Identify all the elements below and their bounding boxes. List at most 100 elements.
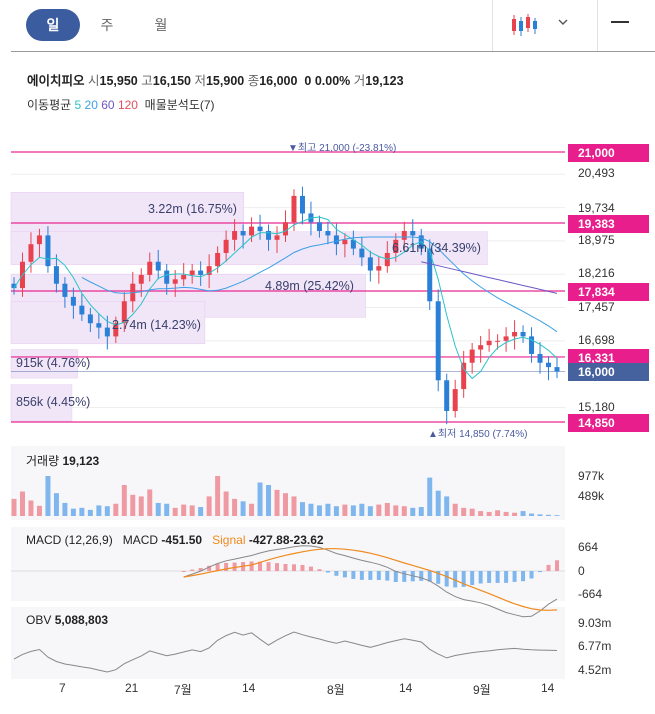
volume-value: 19,123 [365, 74, 404, 88]
candle-body [359, 248, 365, 258]
indicator-legend: 이동평균 5 20 60 120 매물분석도(7) [27, 96, 215, 113]
macd-histogram-bar [258, 561, 263, 571]
ma-60: 60 [101, 98, 115, 112]
volume-bar [19, 491, 25, 516]
macd-histogram-bar [512, 571, 517, 582]
candle-body [274, 235, 280, 240]
ma-5: 5 [74, 98, 82, 112]
volume-profile-label: 매물분석도(7) [144, 98, 215, 112]
macd-histogram-bar [478, 571, 483, 584]
volume-bar [520, 511, 526, 516]
x-tick: 8월 [327, 683, 345, 697]
x-tick: 14 [541, 681, 555, 695]
volume-profile-label: 856k (4.45%) [16, 395, 91, 409]
candle-body [172, 279, 178, 284]
x-tick: 9월 [473, 683, 491, 697]
candle-body [512, 332, 518, 337]
tab-monthly[interactable]: 월 [154, 17, 168, 33]
open-label: 시 [88, 74, 100, 88]
y-tick: 15,180 [578, 400, 615, 414]
volume-bar [206, 496, 212, 516]
volume-bar [240, 501, 246, 516]
macd-histogram-bar [495, 571, 500, 583]
macd-histogram-bar [249, 561, 254, 571]
volume-bar [376, 504, 382, 516]
volume-bar [36, 505, 42, 516]
candle-body [495, 340, 501, 342]
volume-bar [367, 506, 373, 516]
ma5-line [13, 216, 558, 380]
macd-histogram-bar [529, 571, 534, 579]
volume-bar [283, 493, 288, 516]
candle-body [266, 231, 272, 240]
low-value: 15,900 [205, 74, 245, 88]
tab-daily[interactable]: 일 [26, 9, 80, 41]
candle-body [79, 305, 85, 315]
candle-body [249, 226, 255, 236]
chevron-down-icon[interactable] [557, 16, 569, 28]
volume-bar [130, 494, 136, 516]
macd-tick: 0 [578, 564, 585, 578]
macd-histogram-bar [453, 571, 458, 588]
macd-histogram-bar [461, 571, 466, 587]
candle-body [147, 261, 153, 275]
macd-histogram-bar [224, 562, 229, 571]
volume-bar [401, 506, 407, 516]
candle-body [96, 323, 102, 328]
candle-body [469, 349, 475, 363]
volume-bar [164, 503, 170, 516]
hamburger-icon[interactable] [611, 21, 629, 23]
candle-body [113, 323, 119, 337]
candle-body [461, 362, 467, 390]
ma-20: 20 [84, 98, 98, 112]
candlestick-icon[interactable] [510, 12, 538, 38]
volume-label: 거 [353, 74, 366, 88]
volume-bar [28, 500, 34, 516]
macd-histogram-bar [215, 563, 220, 571]
volume-bar [512, 512, 518, 516]
tab-weekly[interactable]: 주 [100, 17, 114, 33]
obv-label: OBV [26, 613, 52, 627]
signal-label: Signal [212, 533, 246, 547]
volume-bar [232, 498, 238, 516]
candle-body [198, 270, 204, 275]
volume-bar [359, 503, 365, 516]
volume-bar [546, 514, 552, 516]
candle-body [70, 296, 76, 306]
candle-body [376, 266, 382, 271]
level-tag-16331: 16,331 [568, 349, 649, 367]
macd-hist-value: -23.62 [289, 533, 324, 547]
low-label: 저 [194, 74, 206, 88]
volume-profile-label: 915k (4.76%) [16, 356, 91, 370]
volume-bar [45, 476, 51, 516]
volume-bar [486, 511, 492, 516]
macd-histogram-bar [402, 571, 407, 582]
volume-bar [461, 507, 467, 516]
close-value: 16,000 [259, 74, 298, 88]
level-tag-14850: 14,850 [568, 414, 649, 432]
candle-body [350, 239, 356, 249]
volume-bar [104, 506, 110, 516]
volume-bar [266, 484, 272, 516]
macd-histogram-bar [334, 571, 339, 576]
volume-panel-title: 거래량 19,123 [26, 452, 99, 469]
candle-body [215, 252, 221, 267]
x-tick: 7 [59, 681, 66, 695]
volume-bar [537, 514, 543, 516]
macd-histogram-bar [359, 571, 364, 580]
macd-histogram-bar [207, 565, 212, 571]
volume-bar [189, 505, 195, 516]
change-pct: 0.00% [314, 74, 351, 88]
volume-profile-label: 2.74m (14.23%) [112, 318, 201, 332]
volume-bar [70, 508, 76, 516]
candle-body [240, 231, 246, 236]
candle-body [554, 367, 560, 372]
obv-panel-title: OBV 5,088,803 [26, 613, 108, 627]
candle-body [53, 266, 59, 284]
y-tick: 18,216 [578, 266, 615, 280]
candle-body [104, 327, 110, 337]
volume-bar [503, 511, 509, 516]
macd-histogram-bar [546, 564, 551, 571]
macd-histogram-bar [504, 571, 509, 583]
